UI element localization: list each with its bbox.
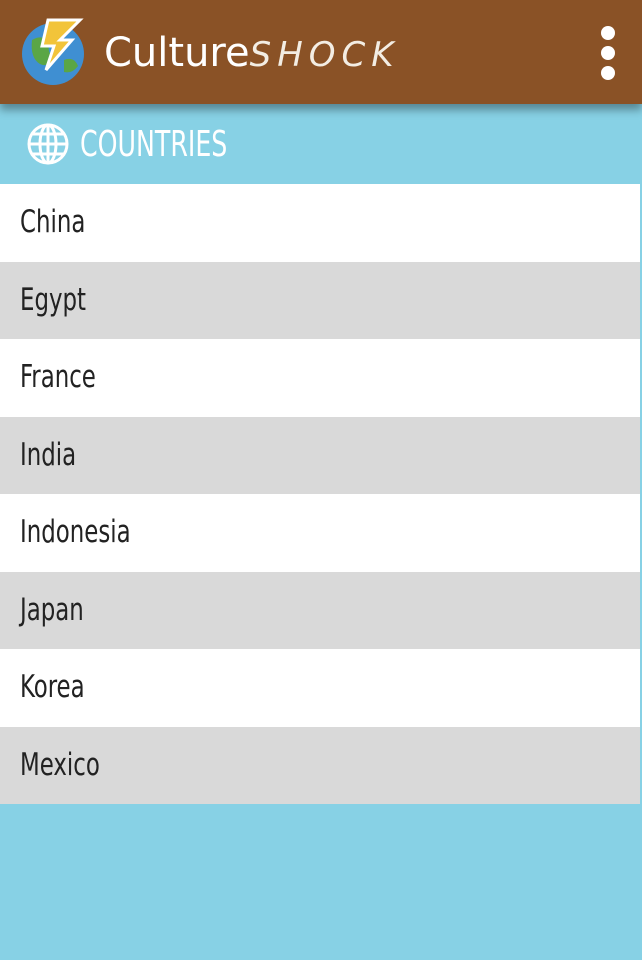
country-row[interactable]: Indonesia: [0, 494, 640, 572]
country-name: Mexico: [20, 746, 100, 783]
country-name: India: [20, 436, 77, 473]
country-row[interactable]: China: [0, 184, 640, 262]
logo: [22, 18, 84, 85]
overflow-menu[interactable]: [598, 24, 618, 82]
country-name: Japan: [20, 591, 84, 628]
country-name: Indonesia: [20, 514, 131, 550]
country-name: China: [20, 204, 86, 240]
globe-icon: [27, 123, 69, 165]
country-row[interactable]: India: [0, 416, 640, 494]
country-name: Korea: [20, 669, 85, 705]
country-row[interactable]: Japan: [0, 571, 640, 649]
country-row[interactable]: Egypt: [0, 261, 640, 339]
title-main: Culture: [104, 30, 250, 76]
country-name: Egypt: [20, 281, 86, 318]
title-accent: SHOCK: [249, 35, 400, 75]
country-name: France: [20, 359, 96, 395]
country-row[interactable]: Korea: [0, 649, 640, 727]
section-title: COUNTRIES: [80, 124, 228, 165]
country-row[interactable]: France: [0, 339, 640, 417]
top-bar: CultureSHOCK: [0, 0, 642, 104]
country-list: China Egypt France India Indonesia Japan Korea…: [0, 184, 640, 804]
app-title: CultureSHOCK: [104, 30, 400, 76]
country-row[interactable]: Mexico: [0, 726, 640, 804]
section-header: COUNTRIES: [0, 104, 642, 184]
